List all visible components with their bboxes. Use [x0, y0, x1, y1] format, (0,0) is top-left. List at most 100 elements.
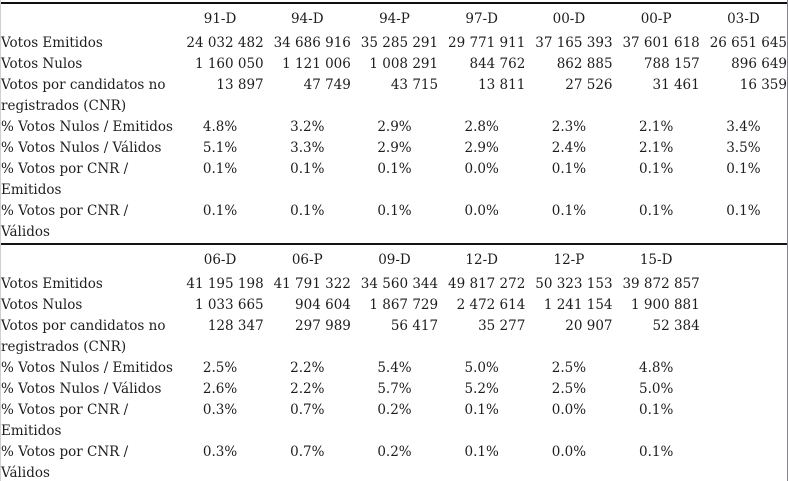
votes-table-upper: 91-D 94-D 94-P 97-D 00-D 00-P 03-D Votos Emitid… [1, 4, 787, 243]
value-cell: 0.1% [464, 402, 499, 418]
value-cell: 1 121 006 [282, 56, 351, 72]
value-cell: 47 749 [303, 77, 351, 93]
column-header: 06-P [291, 252, 323, 268]
row-label: Votos Nulos [1, 54, 176, 75]
value-cell: 0.1% [726, 161, 761, 177]
value-cell: 31 461 [652, 77, 700, 93]
value-cell [700, 274, 787, 295]
value-cell [700, 442, 787, 481]
value-cell: 0.1% [290, 161, 325, 177]
value-cell: 2.1% [638, 140, 674, 156]
value-cell: 0.1% [377, 161, 412, 177]
value-cell: 5.0% [638, 381, 674, 397]
value-cell: 1 867 729 [369, 297, 439, 313]
row-label-line: Votos por candidatos no [1, 77, 166, 93]
value-cell: 34 686 916 [273, 35, 351, 51]
table-row: % Votos por CNR / Emitidos 0.1% 0.1% 0.1% 0.0… [1, 159, 787, 201]
table-row: % Votos Nulos / Emitidos 2.5% 2.2% 5.4% 5.0%… [1, 358, 787, 379]
value-cell: 0.1% [202, 161, 238, 177]
value-cell: 0.1% [290, 203, 325, 219]
value-cell: 0.1% [638, 444, 674, 460]
row-label: Votos Emitidos [1, 274, 176, 295]
column-header: 09-D [378, 252, 411, 268]
row-label-line: Votos Emitidos [1, 276, 103, 292]
value-cell: 2.1% [638, 119, 674, 135]
value-cell: 0.2% [377, 444, 412, 460]
value-cell: 2.8% [464, 119, 499, 135]
value-cell [700, 400, 787, 442]
row-label: Votos Emitidos [1, 33, 176, 54]
value-cell: 0.7% [290, 444, 325, 460]
value-cell: 5.2% [464, 381, 499, 397]
row-label: % Votos Nulos / Válidos [1, 138, 176, 159]
column-header: 15-D [639, 252, 673, 268]
column-header: 12-D [465, 252, 498, 268]
row-label-line: % Votos Nulos / Válidos [1, 381, 162, 397]
value-cell: 41 791 322 [273, 276, 351, 292]
row-label-line: Emitidos [1, 182, 62, 198]
value-cell: 0.1% [638, 161, 674, 177]
value-cell: 24 032 482 [186, 35, 264, 51]
votes-table-lower: 06-D 06-P 09-D 12-D 12-P 15-D Votos Emitidos 41… [1, 245, 787, 481]
row-label: Votos por candidatos no registrados (CNR) [1, 75, 176, 117]
value-cell: 0.2% [377, 402, 412, 418]
row-label: % Votos por CNR / Válidos [1, 201, 176, 243]
value-cell: 2.5% [551, 360, 587, 376]
value-cell [700, 379, 787, 400]
value-cell: 2.9% [464, 140, 499, 156]
value-cell: 56 417 [390, 318, 439, 334]
value-cell: 2.5% [202, 360, 238, 376]
value-cell: 39 872 857 [622, 276, 700, 292]
row-label-line: Válidos [1, 465, 50, 481]
value-cell: 5.4% [377, 360, 412, 376]
corner-cell [1, 4, 176, 33]
value-cell: 43 715 [390, 77, 439, 93]
column-header-row: 91-D 94-D 94-P 97-D 00-D 00-P 03-D [1, 4, 787, 33]
row-label: % Votos por CNR / Emitidos [1, 159, 176, 201]
table-row: Votos Emitidos 24 032 482 34 686 916 35 285… [1, 33, 787, 54]
row-label-line: Votos Nulos [1, 297, 83, 313]
value-cell: 13 897 [216, 77, 264, 93]
value-cell: 52 384 [652, 318, 700, 334]
table-row: Votos Nulos 1 033 665 904 604 1 867 729 2 47… [1, 295, 787, 316]
column-header [700, 245, 787, 274]
column-header-row: 06-D 06-P 09-D 12-D 12-P 15-D [1, 245, 787, 274]
column-header: 94-D [290, 11, 324, 27]
value-cell: 2.2% [290, 381, 325, 397]
value-cell: 0.7% [290, 402, 325, 418]
row-label-line: Votos por candidatos no [1, 318, 166, 334]
value-cell: 37 165 393 [535, 35, 613, 51]
table-row: Votos por candidatos no registrados (CNR)… [1, 75, 787, 117]
votes-table-upper-body: 91-D 94-D 94-P 97-D 00-D 00-P 03-D Votos Emitid… [1, 4, 787, 243]
row-label-line: % Votos por CNR / [1, 203, 129, 219]
row-label-line: % Votos por CNR / [1, 444, 129, 460]
value-cell: 3.2% [290, 119, 325, 135]
row-label: % Votos por CNR / Emitidos [1, 400, 176, 442]
row-label-line: Emitidos [1, 423, 62, 439]
value-cell [700, 295, 787, 316]
table-row: Votos Nulos 1 160 050 1 121 006 1 008 291 84… [1, 54, 787, 75]
value-cell: 5.7% [377, 381, 412, 397]
value-cell: 3.4% [726, 119, 761, 135]
column-header: 00-D [552, 11, 586, 27]
value-cell: 862 885 [556, 56, 613, 72]
table-row: % Votos Nulos / Válidos 5.1% 3.3% 2.9% 2.9% 2… [1, 138, 787, 159]
value-cell: 0.1% [551, 161, 587, 177]
value-cell: 0.1% [638, 203, 674, 219]
row-label-line: Votos Emitidos [1, 35, 103, 51]
value-cell [700, 316, 787, 358]
value-cell: 34 560 344 [360, 276, 439, 292]
value-cell: 0.0% [464, 161, 499, 177]
table-row: % Votos por CNR / Válidos 0.1% 0.1% 0.1% 0.0%… [1, 201, 787, 243]
column-header: 03-D [727, 11, 760, 27]
value-cell: 3.3% [290, 140, 325, 156]
value-cell: 0.0% [551, 444, 587, 460]
value-cell: 29 771 911 [448, 35, 526, 51]
value-cell: 896 649 [731, 56, 787, 72]
row-label-line: Votos Nulos [1, 56, 83, 72]
row-label: Votos Nulos [1, 295, 176, 316]
value-cell: 35 285 291 [360, 35, 439, 51]
value-cell: 2 472 614 [456, 297, 526, 313]
row-label-line: % Votos Nulos / Válidos [1, 140, 162, 156]
value-cell: 1 900 881 [631, 297, 700, 313]
